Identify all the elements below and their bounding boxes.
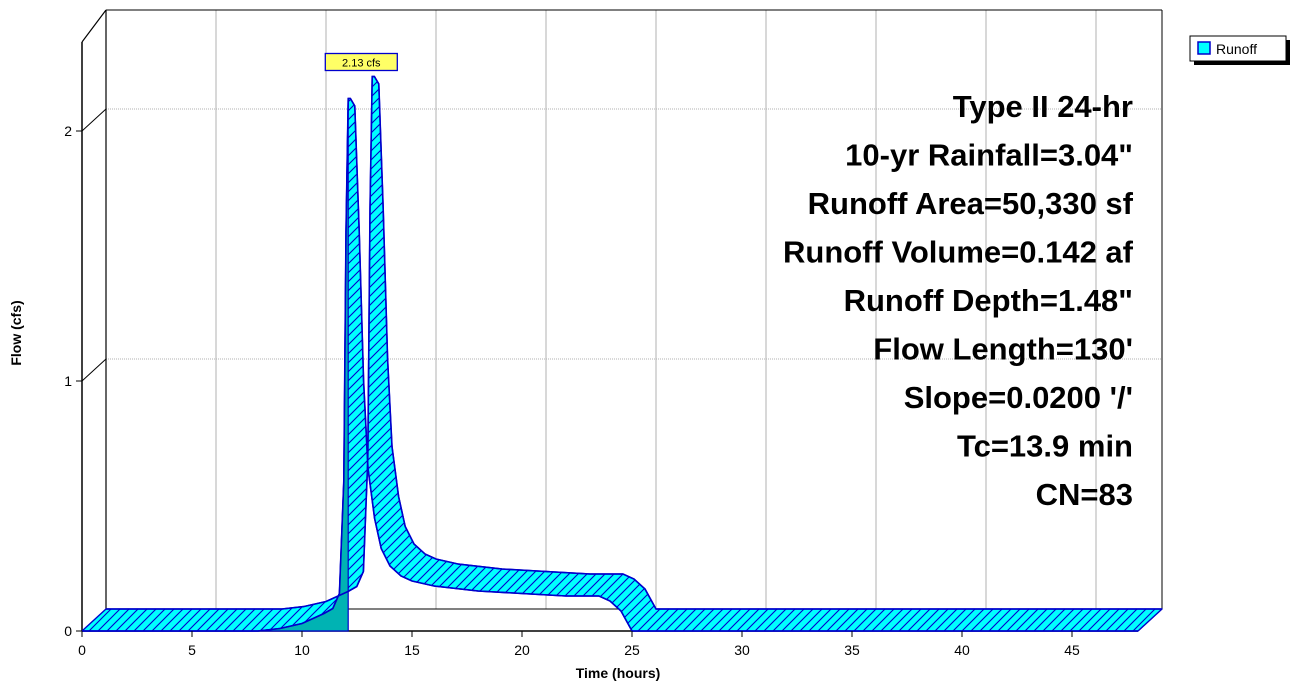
storm-parameter-line: Runoff Area=50,330 sf (808, 186, 1134, 221)
y-tick-connector (81, 358, 107, 382)
x-tick-label: 35 (844, 642, 860, 658)
runoff-rising-face (82, 98, 349, 632)
x-tick-label: 25 (624, 642, 640, 658)
y-tick-connector (81, 108, 107, 132)
y-tick-label: 1 (64, 373, 72, 389)
y-tick-label: 0 (64, 623, 72, 639)
peak-label-box (324, 52, 398, 72)
x-tick-label: 30 (734, 642, 750, 658)
storm-parameter-line: CN=83 (1036, 477, 1133, 512)
runoff-back-edge (106, 75, 1162, 610)
peak-label: 2.13 cfs (324, 52, 398, 72)
x-tick-label: 0 (78, 642, 86, 658)
storm-parameter-line: Runoff Depth=1.48" (844, 283, 1133, 318)
x-tick-label: 20 (514, 642, 530, 658)
storm-parameter-line: Type II 24-hr (953, 89, 1133, 124)
storm-parameter-line: Runoff Volume=0.142 af (783, 235, 1134, 270)
storm-parameter-line: 10-yr Rainfall=3.04" (845, 138, 1133, 173)
storm-parameters: Type II 24-hr 10-yr Rainfall=3.04" Runoff … (783, 89, 1134, 512)
x-tick-label: 10 (294, 642, 310, 658)
wall-top-slant (81, 9, 107, 43)
x-axis-title: Time (hours) (576, 665, 661, 681)
legend-label: Runoff (1216, 41, 1257, 57)
runoff-series (81, 75, 1163, 632)
x-tick-label: 40 (954, 642, 970, 658)
x-tick-label: 5 (188, 642, 196, 658)
grid-lines (81, 10, 1162, 609)
x-tick-label: 15 (404, 642, 420, 658)
peak-label-text: 2.13 cfs (342, 58, 381, 70)
legend-swatch (1197, 41, 1211, 55)
y-tick-label: 2 (64, 123, 72, 139)
legend: Runoff (1189, 35, 1290, 65)
y-axis-title: Flow (cfs) (8, 300, 24, 365)
storm-parameter-line: Slope=0.0200 '/' (904, 380, 1133, 415)
x-tick-label: 45 (1064, 642, 1080, 658)
storm-parameter-line: Tc=13.9 min (957, 429, 1133, 464)
storm-parameter-line: Flow Length=130' (873, 332, 1133, 367)
tick-labels: 0 5 10 15 20 25 30 35 40 45 0 1 2 (64, 123, 1080, 658)
